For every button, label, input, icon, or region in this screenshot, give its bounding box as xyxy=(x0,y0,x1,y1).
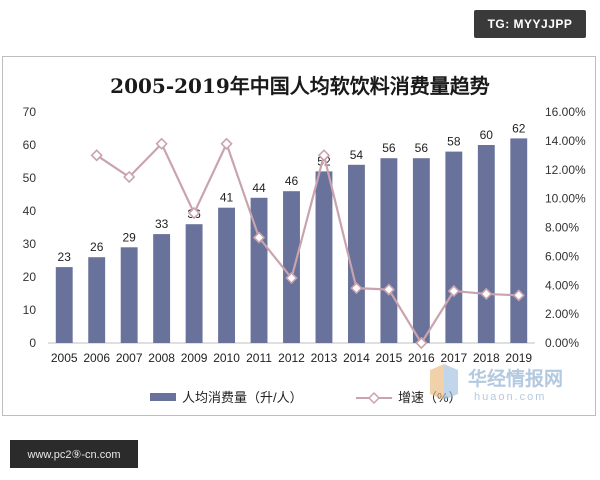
y-right-tick-label: 14.00% xyxy=(545,134,586,148)
bar-data-label: 56 xyxy=(415,141,429,155)
bar xyxy=(477,145,495,343)
tag-badge: TG: MYYJJPP xyxy=(474,10,586,38)
y-left-tick-label: 70 xyxy=(23,105,37,119)
bar xyxy=(88,257,106,343)
bar-data-label: 41 xyxy=(220,191,234,205)
bar xyxy=(315,171,333,343)
y-left-tick-label: 40 xyxy=(23,204,37,218)
x-tick-label: 2016 xyxy=(408,351,435,365)
watermark-cn: 华经情报网 xyxy=(468,368,564,390)
y-left-tick-label: 10 xyxy=(23,303,37,317)
bar xyxy=(510,138,528,343)
bar-data-label: 26 xyxy=(90,240,104,254)
growth-point-marker xyxy=(252,231,266,244)
x-tick-label: 2007 xyxy=(116,351,143,365)
growth-point-marker xyxy=(350,282,363,295)
growth-point-marker xyxy=(285,271,298,285)
watermark: 华经情报网 huaon.com xyxy=(430,362,590,412)
y-right-tick-label: 16.00% xyxy=(545,105,586,119)
bar-data-label: 56 xyxy=(382,141,396,155)
y-left-tick-label: 20 xyxy=(23,270,37,284)
y-left-tick-label: 50 xyxy=(23,171,37,185)
bar-data-label: 62 xyxy=(512,121,526,135)
growth-point-marker xyxy=(480,287,493,301)
watermark-en: huaon.com xyxy=(474,391,547,403)
growth-point-marker xyxy=(512,289,525,302)
bar-data-label: 60 xyxy=(480,128,494,142)
growth-point-marker xyxy=(317,149,331,162)
y-right-tick-label: 12.00% xyxy=(545,163,586,177)
x-tick-label: 2019 xyxy=(505,351,532,365)
watermark-logo-icon xyxy=(430,364,458,400)
legend-line-marker xyxy=(367,391,381,405)
y-right-tick-label: 6.00% xyxy=(545,249,579,263)
x-tick-label: 2011 xyxy=(246,351,272,365)
y-left-tick-label: 0 xyxy=(29,336,36,350)
x-tick-label: 2005 xyxy=(51,351,78,365)
bar xyxy=(55,267,73,343)
y-right-tick-label: 2.00% xyxy=(545,307,579,321)
x-tick-label: 2006 xyxy=(83,351,110,365)
bar-data-label: 58 xyxy=(447,135,461,149)
growth-point-marker xyxy=(187,206,201,220)
y-right-tick-label: 10.00% xyxy=(545,192,586,206)
legend-bar-swatch xyxy=(150,393,176,401)
bar xyxy=(283,191,300,343)
y-left-tick-label: 30 xyxy=(23,237,37,251)
growth-point-marker xyxy=(155,137,168,150)
growth-point-marker xyxy=(382,283,396,296)
growth-point-marker xyxy=(90,149,103,162)
y-right-tick-label: 8.00% xyxy=(545,221,579,235)
url-badge: www.pc2⑨-cn.com xyxy=(10,440,138,468)
x-tick-label: 2012 xyxy=(278,351,305,365)
bar-data-label: 46 xyxy=(285,174,299,188)
x-tick-label: 2008 xyxy=(148,351,175,365)
bar xyxy=(153,234,171,343)
x-tick-label: 2015 xyxy=(376,351,403,365)
x-tick-label: 2010 xyxy=(213,351,240,365)
growth-point-marker xyxy=(447,284,460,298)
bar xyxy=(445,151,463,343)
bar xyxy=(412,158,430,343)
growth-line xyxy=(96,140,519,346)
x-tick-label: 2014 xyxy=(343,351,370,365)
growth-point-marker xyxy=(220,137,233,150)
bar xyxy=(380,158,398,343)
bar xyxy=(120,247,138,343)
bar xyxy=(218,207,236,343)
x-tick-label: 2018 xyxy=(473,351,500,365)
bar-data-label: 23 xyxy=(58,250,72,264)
x-tick-label: 2009 xyxy=(181,351,208,365)
bar xyxy=(185,224,203,343)
y-left-tick-label: 60 xyxy=(23,138,37,152)
x-tick-label: 2017 xyxy=(440,351,467,365)
y-right-tick-label: 4.00% xyxy=(545,278,579,292)
growth-point-marker xyxy=(415,336,428,350)
bar-data-label: 29 xyxy=(122,230,136,244)
bar-data-label: 33 xyxy=(155,217,169,231)
bar-data-label: 44 xyxy=(252,181,266,195)
legend-bar-label: 人均消费量（升/人） xyxy=(182,390,303,405)
x-tick-label: 2013 xyxy=(311,351,338,365)
bar xyxy=(347,164,365,343)
growth-point-marker xyxy=(123,170,136,184)
chart-title: 2005-2019年中国人均软饮料消费量趋势 xyxy=(110,74,490,98)
bar-data-label: 54 xyxy=(350,148,364,162)
y-right-tick-label: 0.00% xyxy=(545,336,579,350)
bar xyxy=(250,197,268,343)
